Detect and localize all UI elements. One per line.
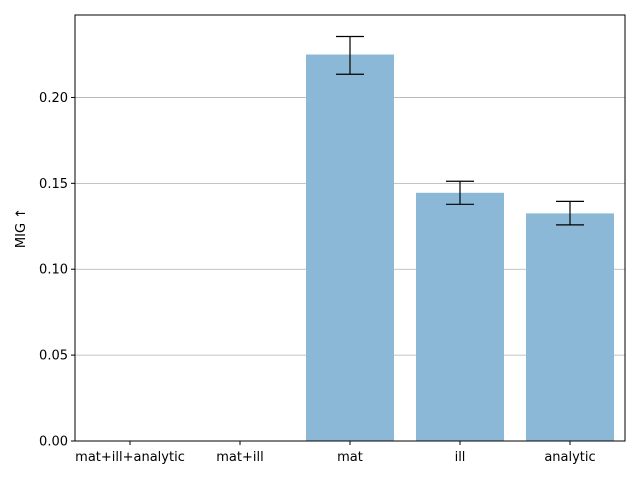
x-tick-label: mat: [337, 450, 363, 465]
x-tick-label: mat+ill: [216, 450, 263, 465]
error-bars: [336, 35, 584, 226]
bar: [526, 213, 614, 441]
bar: [416, 192, 504, 441]
y-tick-label: 0.00: [39, 435, 68, 450]
x-tick-label: analytic: [544, 450, 595, 465]
x-axis-ticks: mat+ill+analytic mat+ill mat ill analytic: [75, 441, 596, 465]
bar: [306, 54, 394, 442]
y-axis-ticks: 0.00 0.05 0.10 0.15 0.20: [39, 91, 75, 450]
x-tick-label: ill: [455, 450, 466, 465]
bars: [306, 54, 614, 442]
y-tick-label: 0.05: [39, 349, 68, 364]
y-tick-label: 0.20: [39, 91, 68, 106]
x-tick-label: mat+ill+analytic: [75, 450, 185, 465]
y-tick-label: 0.10: [39, 263, 68, 278]
y-tick-label: 0.15: [39, 177, 68, 192]
y-axis-label: MIG ↑: [14, 208, 29, 248]
